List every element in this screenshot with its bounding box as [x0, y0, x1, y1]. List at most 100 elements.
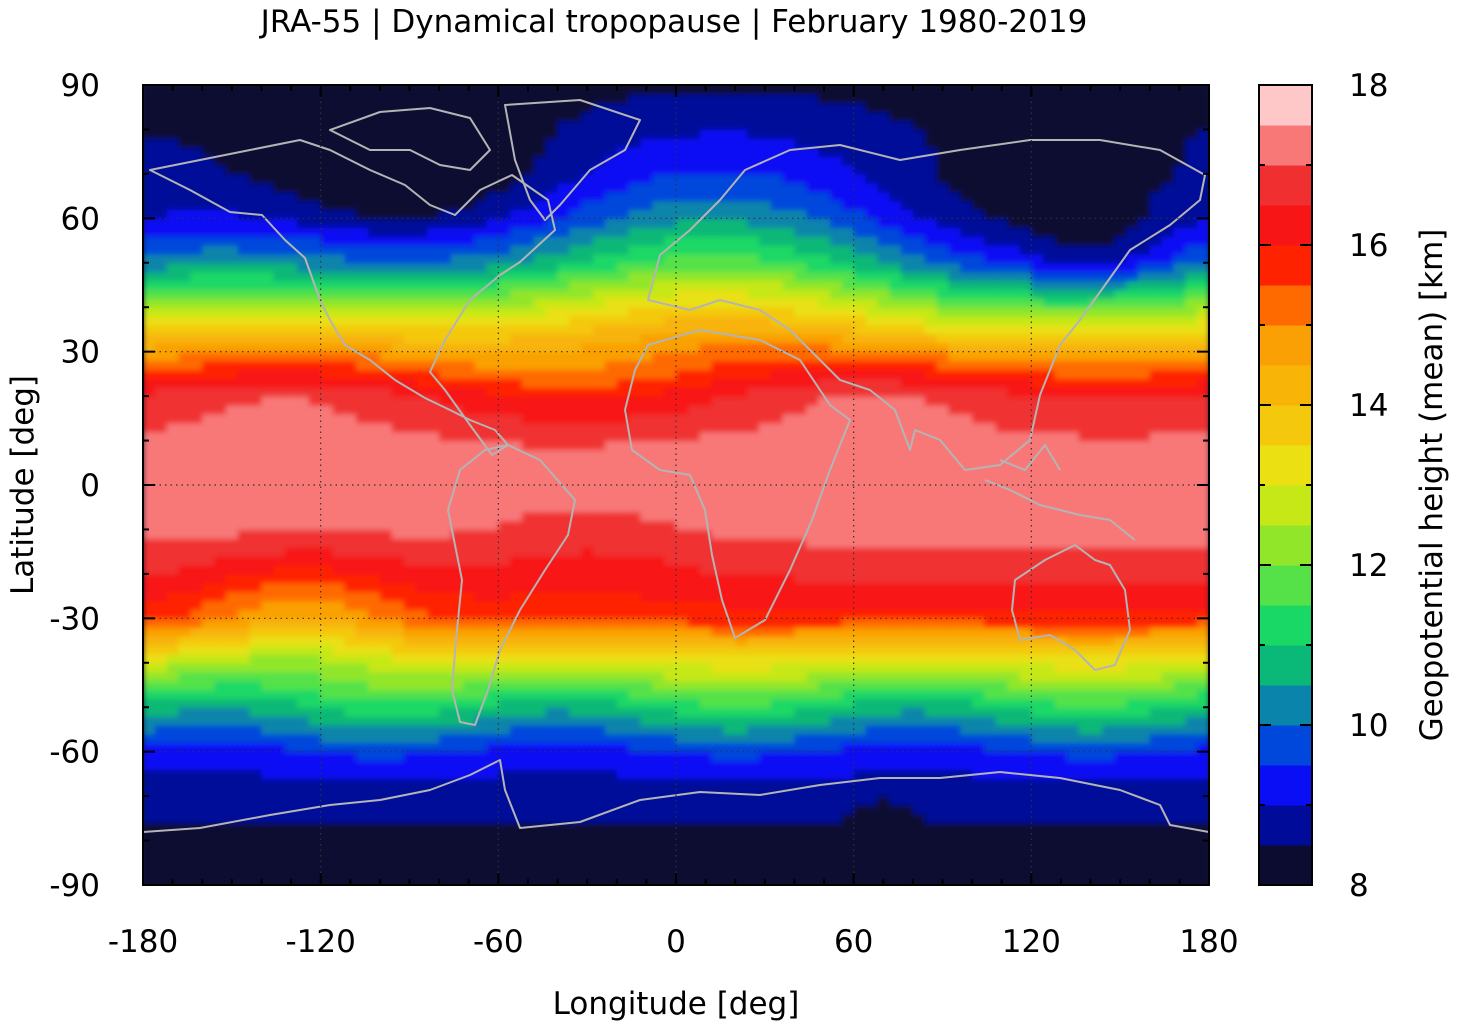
heatmap-cell [1161, 636, 1175, 646]
heatmap-cell [841, 725, 855, 735]
heatmap-cell [818, 796, 831, 806]
heatmap-cell [581, 787, 594, 797]
heatmap-cell [154, 858, 168, 868]
heatmap-cell [403, 751, 417, 762]
heatmap-cell [415, 591, 428, 602]
heatmap-cell [1126, 787, 1139, 797]
heatmap-cell [770, 796, 784, 806]
heatmap-cell [427, 413, 440, 424]
heatmap-cell [983, 858, 997, 868]
heatmap-cell [368, 698, 381, 708]
heatmap-cell [1090, 582, 1103, 593]
heatmap-cell [1031, 636, 1044, 646]
heatmap-cell [1007, 538, 1021, 548]
heatmap-cell [427, 671, 440, 682]
heatmap-cell [687, 733, 701, 744]
heatmap-cell [356, 396, 369, 406]
heatmap-cell [735, 405, 748, 415]
heatmap-cell [261, 760, 274, 771]
heatmap-cell [711, 422, 724, 433]
heatmap-cell [711, 716, 724, 726]
heatmap-cell [178, 547, 191, 557]
heatmap-cell [296, 449, 310, 459]
heatmap-cell [841, 458, 855, 468]
heatmap-cell [924, 707, 938, 717]
heatmap-cell [332, 431, 345, 442]
heatmap-cell [261, 849, 274, 859]
heatmap-cell [1031, 813, 1044, 824]
heatmap-cell [143, 538, 156, 548]
heatmap-cell [782, 733, 796, 744]
heatmap-cell [1078, 440, 1092, 451]
heatmap-cell [178, 387, 191, 397]
heatmap-cell [308, 627, 322, 637]
heatmap-cell [877, 813, 890, 824]
heatmap-cell [936, 805, 950, 815]
heatmap-cell [237, 591, 251, 602]
heatmap-cell [676, 805, 689, 815]
heatmap-cell [214, 716, 227, 726]
heatmap-cell [1007, 831, 1021, 842]
heatmap-cell [214, 502, 227, 513]
heatmap-cell [569, 609, 582, 619]
heatmap-cell [533, 796, 547, 806]
heatmap-cell [640, 858, 653, 868]
heatmap-cell [699, 493, 713, 504]
heatmap-cell [154, 547, 168, 557]
heatmap-cell [296, 529, 310, 539]
heatmap-cell [758, 609, 772, 619]
heatmap-cell [676, 822, 689, 833]
heatmap-cell [1137, 618, 1151, 628]
heatmap-cell [865, 849, 878, 859]
heatmap-cell [889, 787, 902, 797]
heatmap-cell [1149, 582, 1163, 593]
heatmap-cell [474, 520, 488, 531]
heatmap-cell [1126, 627, 1139, 637]
heatmap-cell [1102, 600, 1115, 611]
heatmap-cell [379, 769, 393, 779]
heatmap-cell [782, 831, 796, 842]
heatmap-cell [403, 822, 417, 833]
heatmap-cell [711, 591, 724, 602]
heatmap-cell [1043, 582, 1056, 593]
heatmap-cell [1078, 813, 1092, 824]
heatmap-cell [1019, 458, 1032, 468]
heatmap-cell [273, 609, 286, 619]
heatmap-cell [1066, 600, 1080, 611]
heatmap-cell [356, 849, 369, 859]
heatmap-cell [1019, 627, 1032, 637]
heatmap-cell [1031, 716, 1044, 726]
heatmap-cell [829, 573, 843, 584]
heatmap-cell [640, 813, 653, 824]
heatmap-cell [462, 680, 476, 691]
heatmap-cell [308, 485, 322, 495]
heatmap-cell [1043, 529, 1056, 539]
heatmap-cell [427, 840, 440, 851]
heatmap-cell [332, 840, 345, 851]
heatmap-cell [1185, 760, 1198, 771]
heatmap-cell [486, 805, 499, 815]
heatmap-cell [853, 476, 867, 486]
heatmap-cell [439, 867, 452, 877]
heatmap-cell [225, 449, 239, 459]
heatmap-cell [604, 422, 618, 433]
heatmap-cell [320, 671, 334, 682]
heatmap-cell [1102, 636, 1115, 646]
heatmap-cell [356, 493, 369, 504]
heatmap-cell [415, 849, 428, 859]
heatmap-cell [1161, 396, 1175, 406]
heatmap-cell [581, 529, 594, 539]
heatmap-cell [1126, 636, 1139, 646]
heatmap-cell [664, 671, 677, 682]
heatmap-cell [498, 538, 511, 548]
heatmap-cell [829, 476, 843, 486]
heatmap-cell [841, 822, 855, 833]
heatmap-cell [782, 627, 796, 637]
heatmap-cell [604, 698, 618, 708]
heatmap-cell [676, 582, 689, 593]
heatmap-cell [735, 671, 748, 682]
heatmap-cell [261, 565, 274, 575]
heatmap-cell [308, 751, 322, 762]
heatmap-cell [806, 689, 819, 699]
heatmap-cell [794, 627, 807, 637]
